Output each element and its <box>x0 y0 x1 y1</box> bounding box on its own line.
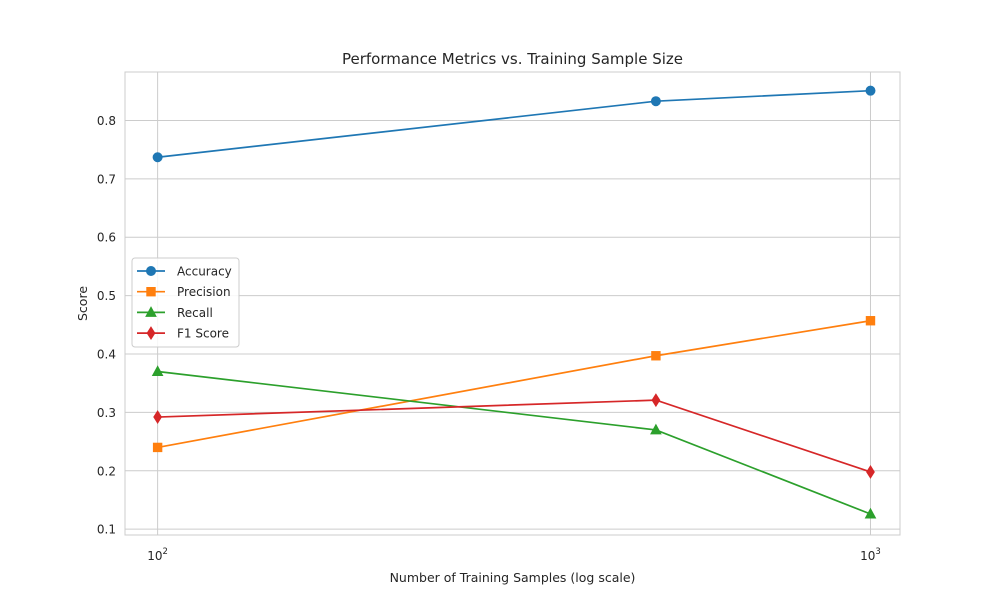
legend-item-accuracy: Accuracy <box>137 265 232 279</box>
y-axis-ticks: 0.1 0.2 0.3 0.4 0.5 0.6 0.7 0.8 <box>97 114 116 537</box>
legend-item-precision: Precision <box>137 285 231 299</box>
legend-label: Recall <box>177 306 213 320</box>
x-axis-label: Number of Training Samples (log scale) <box>390 570 636 585</box>
y-tick-label: 0.4 <box>97 348 116 362</box>
legend-label: Precision <box>177 285 231 299</box>
legend-item-f1-score: F1 Score <box>137 326 229 341</box>
f1-score-point <box>153 410 163 424</box>
y-tick-label: 0.2 <box>97 464 116 478</box>
legend-box <box>131 257 240 348</box>
legend-marker <box>146 287 156 297</box>
legend-label: Accuracy <box>177 265 232 279</box>
x-tick-label: 103 <box>860 547 881 563</box>
series-f1-score <box>153 393 875 479</box>
plot-frame <box>124 71 901 536</box>
precision-point <box>152 442 163 453</box>
accuracy-point <box>650 96 661 107</box>
accuracy-point <box>152 152 163 163</box>
recall-point <box>151 365 164 377</box>
y-tick-label: 0.1 <box>97 523 116 537</box>
x-axis-ticks: 102 103 <box>147 547 881 563</box>
y-tick-label: 0.5 <box>97 289 116 303</box>
accuracy-point <box>865 85 876 96</box>
y-tick-label: 0.6 <box>97 231 116 245</box>
y-axis-label: Score <box>75 286 90 321</box>
recall-point <box>864 507 877 519</box>
series-recall <box>151 365 877 519</box>
legend-marker <box>146 266 156 276</box>
series-layer <box>151 85 877 519</box>
legend-marker <box>145 306 157 317</box>
series-precision <box>152 316 876 453</box>
series-accuracy <box>152 85 876 163</box>
y-tick-label: 0.3 <box>97 406 116 420</box>
y-tick-label: 0.7 <box>97 172 116 186</box>
legend: Accuracy Precision Recall F1 Score <box>131 257 240 348</box>
x-tick-label: 102 <box>147 547 168 563</box>
legend-label: F1 Score <box>177 327 229 341</box>
legend-item-recall: Recall <box>137 306 213 320</box>
y-tick-label: 0.8 <box>97 114 116 128</box>
plot-area <box>125 72 900 535</box>
legend-marker <box>146 326 156 341</box>
chart-title: Performance Metrics vs. Training Sample … <box>342 50 683 68</box>
f1-score-point <box>651 393 661 408</box>
recall-point <box>650 423 662 435</box>
f1-score-point <box>866 465 875 479</box>
precision-point <box>865 316 876 326</box>
precision-point <box>651 351 661 361</box>
